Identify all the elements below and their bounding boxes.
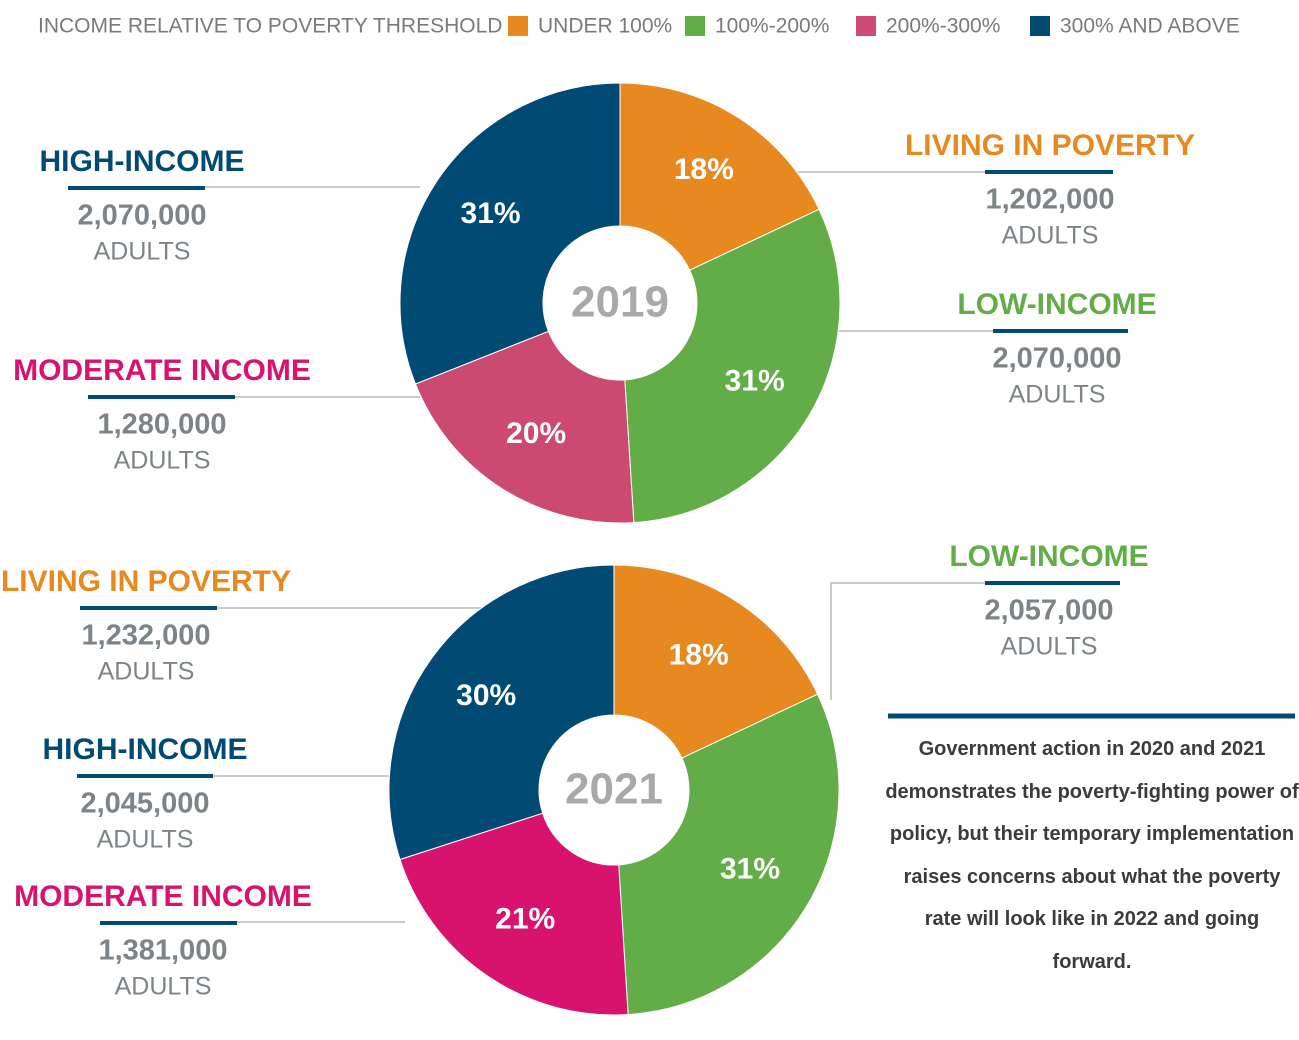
callout-unit: ADULTS [98,658,195,686]
pie-slice [399,812,629,1016]
callout-unit: ADULTS [1001,633,1098,661]
callout-unit: ADULTS [1002,222,1099,250]
pie-slice [613,564,819,759]
callout-title: LOW-INCOME [949,540,1148,573]
callout-title: HIGH-INCOME [40,145,245,178]
pie-slice [388,564,615,861]
legend-label: UNDER 100% [538,15,672,38]
leader-line [830,582,985,700]
callout-count: 1,280,000 [97,409,226,441]
slice-label: 31% [720,852,780,885]
slice-label: 31% [725,365,785,398]
callout-title: LIVING IN POVERTY [905,129,1195,162]
slice-label: 21% [495,903,555,936]
slice-label: 18% [674,153,734,186]
callout-title: LIVING IN POVERTY [1,565,291,598]
callout-title: LOW-INCOME [957,288,1156,321]
legend-swatch [1030,16,1050,36]
pie-slice [414,330,635,524]
center-label: 2019 [571,278,669,327]
pie-slice [619,82,820,271]
legend-label: 100%-200% [715,15,829,38]
legend-label: 200%-300% [886,15,1000,38]
callout-count: 2,070,000 [992,343,1121,375]
callout-count: 2,070,000 [77,200,206,232]
callout-unit: ADULTS [1009,381,1106,409]
slice-label: 18% [669,639,729,672]
callout-unit: ADULTS [94,238,191,266]
callout-count: 2,045,000 [80,788,209,820]
callout-count: 1,381,000 [98,935,227,967]
legend-label: 300% AND ABOVE [1060,15,1240,38]
slice-label: 30% [456,679,516,712]
legend-swatch [856,16,876,36]
pie-slice [618,693,840,1016]
slice-label: 31% [461,197,521,230]
callout-count: 1,232,000 [81,620,210,652]
callout-unit: ADULTS [97,826,194,854]
pie-slice [624,208,841,524]
pie-slice [399,82,621,385]
callout-count: 2,057,000 [984,595,1113,627]
callout-title: MODERATE INCOME [14,880,312,913]
legend-swatch [508,16,528,36]
callout-title: HIGH-INCOME [43,733,248,766]
slice-label: 20% [506,417,566,450]
legend-title: INCOME RELATIVE TO POVERTY THRESHOLD [38,15,502,38]
callout-unit: ADULTS [115,973,212,1001]
callout-title: MODERATE INCOME [13,354,311,387]
note: Government action in 2020 and 2021 demon… [885,738,1299,973]
callout-count: 1,202,000 [985,184,1114,216]
callout-unit: ADULTS [114,447,211,475]
legend-swatch [685,16,705,36]
center-label: 2021 [565,765,663,814]
